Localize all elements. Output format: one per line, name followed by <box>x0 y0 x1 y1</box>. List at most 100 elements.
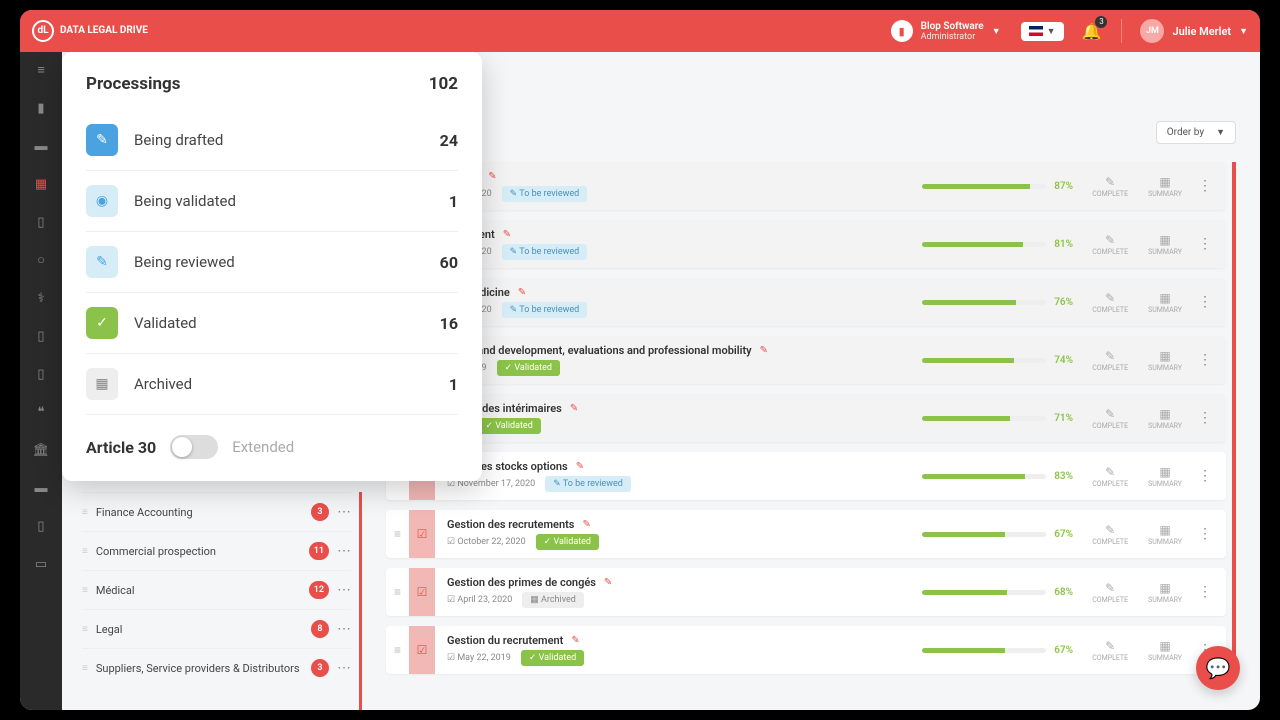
edit-icon[interactable]: ✎ <box>503 229 511 240</box>
processing-row[interactable]: ≡ ☑ la Paie ✎ ☑ 08, 2020 ✎ To be reviewe… <box>386 162 1226 210</box>
filter-label: Archived <box>134 375 449 393</box>
edit-icon[interactable]: ✎ <box>760 345 768 356</box>
complete-action[interactable]: ✎COMPLETE <box>1082 407 1138 430</box>
status-tag: ▦ Archived <box>522 592 584 608</box>
drag-icon[interactable]: ≡ <box>386 527 409 541</box>
row-more-icon[interactable]: ⋮ <box>1192 294 1218 310</box>
more-icon[interactable]: ⋯ <box>337 543 351 559</box>
popover-filter-item[interactable]: ✓ Validated 16 <box>86 293 458 354</box>
edit-icon[interactable]: ✎ <box>582 519 590 530</box>
summary-action[interactable]: ▦SUMMARY <box>1138 407 1192 430</box>
row-more-icon[interactable]: ⋮ <box>1192 178 1218 194</box>
purpose-label: Commercial prospection <box>96 545 309 558</box>
row-more-icon[interactable]: ⋮ <box>1192 526 1218 542</box>
summary-action[interactable]: ▦SUMMARY <box>1138 465 1192 488</box>
popover-filter-item[interactable]: ✎ Being drafted 24 <box>86 110 458 171</box>
nav-health-icon[interactable]: ⚕ <box>33 290 49 306</box>
edit-icon[interactable]: ✎ <box>488 171 496 182</box>
row-more-icon[interactable]: ⋮ <box>1192 410 1218 426</box>
purpose-item[interactable]: ≡ Suppliers, Service providers & Distrib… <box>82 648 351 687</box>
nav-grid-icon[interactable]: ▦ <box>33 176 49 192</box>
filter-count: 60 <box>440 253 458 272</box>
purpose-item[interactable]: ≡ Commercial prospection 11 ⋯ <box>82 531 351 570</box>
complete-action[interactable]: ✎COMPLETE <box>1082 233 1138 256</box>
edit-icon[interactable]: ✎ <box>518 287 526 298</box>
complete-action[interactable]: ✎COMPLETE <box>1082 291 1138 314</box>
summary-icon: ▦ <box>1159 581 1170 595</box>
status-tag: ✓ Validated <box>497 360 560 376</box>
article30-toggle[interactable] <box>170 435 218 459</box>
user-menu[interactable]: JM Julie Merlet ▼ <box>1121 19 1248 43</box>
language-selector[interactable]: ▼ <box>1021 22 1064 41</box>
nav-quote-icon[interactable]: ❝ <box>33 404 49 420</box>
row-checkbox[interactable]: ☑ <box>409 568 435 616</box>
edit-icon[interactable]: ✎ <box>576 461 584 472</box>
processings-table: ≡ ☑ la Paie ✎ ☑ 08, 2020 ✎ To be reviewe… <box>386 162 1236 674</box>
nav-card-icon[interactable]: ▭ <box>33 556 49 572</box>
complete-action[interactable]: ✎COMPLETE <box>1082 639 1138 662</box>
drag-icon[interactable]: ≡ <box>386 585 409 599</box>
processing-row[interactable]: ≡ ☑ cruitment ✎ ☑ 04, 2020 ✎ To be revie… <box>386 220 1226 268</box>
complete-action[interactable]: ✎COMPLETE <box>1082 523 1138 546</box>
nav-bank-icon[interactable]: 🏛 <box>33 442 49 458</box>
complete-action[interactable]: ✎COMPLETE <box>1082 349 1138 372</box>
processing-row[interactable]: ≡ ☑ Gestion des primes de congés ✎ ☑ Apr… <box>386 568 1226 616</box>
nav-menu-icon[interactable]: ≡ <box>33 62 49 78</box>
row-checkbox[interactable]: ☑ <box>409 626 435 674</box>
more-icon[interactable]: ⋯ <box>337 660 351 676</box>
summary-action[interactable]: ▦SUMMARY <box>1138 175 1192 198</box>
chat-icon: 💬 <box>1206 656 1231 680</box>
processing-row[interactable]: ≡ ☑ Gestion du recrutement ✎ ☑ May 22, 2… <box>386 626 1226 674</box>
purpose-item[interactable]: ≡ Médical 12 ⋯ <box>82 570 351 609</box>
complete-action[interactable]: ✎COMPLETE <box>1082 465 1138 488</box>
nav-file-icon[interactable]: ▯ <box>33 328 49 344</box>
processing-row[interactable]: ≡ ☑ ution des stocks options ✎ ☑ Novembe… <box>386 452 1226 500</box>
notifications-button[interactable]: 🔔 3 <box>1082 22 1102 41</box>
nav-briefcase-icon[interactable]: ▬ <box>33 138 49 154</box>
purpose-item[interactable]: ≡ Finance Accounting 3 ⋯ <box>82 492 351 531</box>
more-icon[interactable]: ⋯ <box>337 621 351 637</box>
row-more-icon[interactable]: ⋮ <box>1192 584 1218 600</box>
summary-action[interactable]: ▦SUMMARY <box>1138 581 1192 604</box>
row-more-icon[interactable]: ⋮ <box>1192 468 1218 484</box>
nav-circle-icon[interactable]: ○ <box>33 252 49 268</box>
nav-document-icon[interactable]: ▯ <box>33 214 49 230</box>
summary-action[interactable]: ▦SUMMARY <box>1138 349 1192 372</box>
row-more-icon[interactable]: ⋮ <box>1192 352 1218 368</box>
progress-percent: 67% <box>1054 645 1082 656</box>
order-by-dropdown[interactable]: Order by ▼ <box>1156 121 1236 144</box>
nav-clipboard-icon[interactable]: ▯ <box>33 518 49 534</box>
nav-file2-icon[interactable]: ▯ <box>33 366 49 382</box>
processing-row[interactable]: ≡ ☑ nning and development, evaluations a… <box>386 336 1226 384</box>
summary-icon: ▦ <box>1159 233 1170 247</box>
edit-icon[interactable]: ✎ <box>571 635 579 646</box>
processing-row[interactable]: ≡ ☑ nal medicine ✎ ☑ 03, 2020 ✎ To be re… <box>386 278 1226 326</box>
summary-action[interactable]: ▦SUMMARY <box>1138 233 1192 256</box>
extended-label: Extended <box>232 438 294 456</box>
processing-row[interactable]: ≡ ☑ la paie des intérimaires ✎ ☑ 20 ✓ Va… <box>386 394 1226 442</box>
drag-icon[interactable]: ≡ <box>386 643 409 657</box>
purpose-label: Finance Accounting <box>96 506 311 519</box>
chat-button[interactable]: 💬 <box>1196 646 1240 690</box>
summary-action[interactable]: ▦SUMMARY <box>1138 291 1192 314</box>
nav-box-icon[interactable]: ▬ <box>33 480 49 496</box>
purpose-item[interactable]: ≡ Legal 8 ⋯ <box>82 609 351 648</box>
popover-filter-item[interactable]: ▦ Archived 1 <box>86 354 458 415</box>
more-icon[interactable]: ⋯ <box>337 504 351 520</box>
summary-action[interactable]: ▦SUMMARY <box>1138 639 1192 662</box>
popover-filter-item[interactable]: ◉ Being validated 1 <box>86 171 458 232</box>
row-checkbox[interactable]: ☑ <box>409 510 435 558</box>
org-switcher[interactable]: ▮ Blop Software Administrator ▼ <box>891 20 1001 42</box>
edit-icon[interactable]: ✎ <box>570 403 578 414</box>
nav-building-icon[interactable]: ▮ <box>33 100 49 116</box>
edit-icon[interactable]: ✎ <box>604 577 612 588</box>
popover-filter-item[interactable]: ✎ Being reviewed 60 <box>86 232 458 293</box>
more-icon[interactable]: ⋯ <box>337 582 351 598</box>
complete-action[interactable]: ✎COMPLETE <box>1082 175 1138 198</box>
processing-row[interactable]: ≡ ☑ Gestion des recrutements ✎ ☑ October… <box>386 510 1226 558</box>
row-more-icon[interactable]: ⋮ <box>1192 236 1218 252</box>
brand-logo[interactable]: dL DATA LEGAL DRIVE <box>32 20 148 42</box>
complete-action[interactable]: ✎COMPLETE <box>1082 581 1138 604</box>
summary-action[interactable]: ▦SUMMARY <box>1138 523 1192 546</box>
status-icon: ✎ <box>86 124 118 156</box>
